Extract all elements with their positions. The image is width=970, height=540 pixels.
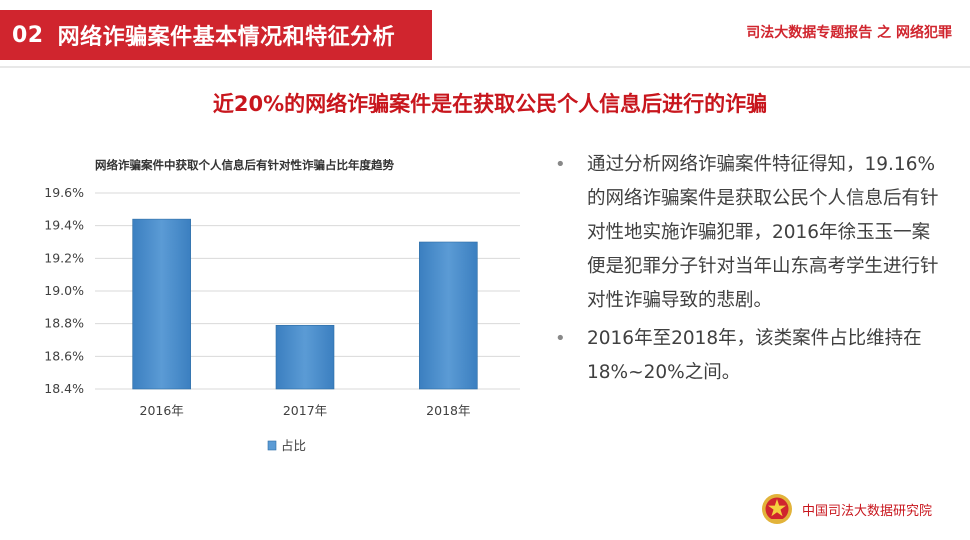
report-title: 司法大数据专题报告 之 网络犯罪 <box>746 25 952 41</box>
y-tick-label: 19.2% <box>44 250 84 265</box>
bullet-marker: • <box>555 328 566 349</box>
y-tick-label: 18.8% <box>44 316 84 331</box>
bullet-text: 2016年至2018年，该类案件占比维持在18%~20%之间。 <box>587 328 922 383</box>
bar <box>419 241 478 390</box>
page-headline: 近20%的网络诈骗案件是在获取公民个人信息后进行的诈骗 <box>212 92 768 116</box>
y-tick-label: 19.4% <box>44 218 84 233</box>
y-tick-label: 18.6% <box>44 348 84 363</box>
header-divider <box>0 66 970 68</box>
bar <box>132 218 191 390</box>
section-title: 网络诈骗案件基本情况和特征分析 <box>57 25 396 50</box>
chart-title: 网络诈骗案件中获取个人信息后有针对性诈骗占比年度趋势 <box>95 158 394 172</box>
bullet-item: • 2016年至2018年，该类案件占比维持在18%~20%之间。 <box>555 322 940 390</box>
section-number: 02 <box>12 22 44 48</box>
x-tick-label: 2016年 <box>140 403 184 418</box>
footer: 中国司法大数据研究院 <box>760 492 932 526</box>
legend-label: 占比 <box>281 438 306 453</box>
legend-swatch <box>267 440 277 451</box>
bar-chart: 18.4% 18.6% 18.8% 19.0% 19.2% 19.4% 19.6% 2016年… <box>44 185 520 453</box>
bar <box>275 324 335 390</box>
bullet-text: 通过分析网络诈骗案件特征得知，19.16%的网络诈骗案件是获取公民个人信息后有针… <box>587 154 939 311</box>
y-tick-label: 18.4% <box>44 381 84 396</box>
bullet-marker: • <box>555 154 566 175</box>
x-tick-label: 2017年 <box>283 403 327 418</box>
court-emblem-icon <box>761 494 792 524</box>
bullet-item: • 通过分析网络诈骗案件特征得知，19.16%的网络诈骗案件是获取公民个人信息后… <box>555 148 940 318</box>
y-tick-label: 19.0% <box>44 283 84 298</box>
bullet-list: • 通过分析网络诈骗案件特征得知，19.16%的网络诈骗案件是获取公民个人信息后… <box>555 148 940 394</box>
y-tick-label: 19.6% <box>44 185 84 200</box>
section-tag: 02 网络诈骗案件基本情况和特征分析 <box>0 10 432 60</box>
x-tick-label: 2018年 <box>426 403 470 418</box>
footer-institution: 中国司法大数据研究院 <box>801 503 932 519</box>
